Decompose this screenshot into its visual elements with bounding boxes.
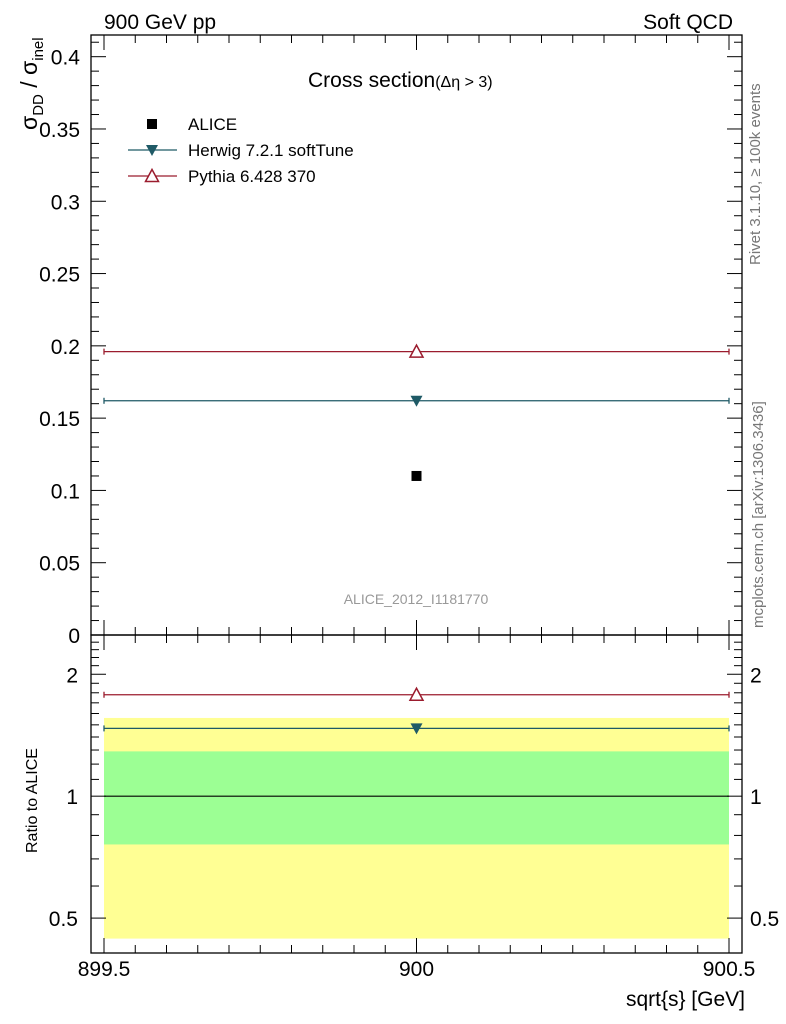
ylabel-sub-1: DD [30, 94, 47, 116]
ratio-y-tick-label-right: 1 [750, 786, 762, 809]
mcplots-label: mcplots.cern.ch [arXiv:1306.3436] [750, 401, 767, 628]
legend-marker [147, 119, 157, 129]
legend-marker [144, 167, 160, 183]
ylabel-slash: / [16, 75, 42, 94]
legend-label: ALICE [188, 115, 237, 134]
header-left: 900 GeV pp [104, 11, 216, 34]
legend: ALICE Herwig 7.2.1 softTune Pythia 6.428 3… [128, 115, 354, 186]
ratio-point [408, 686, 425, 701]
analysis-watermark: ALICE_2012_I1181770 [344, 591, 489, 607]
ratio-y-tick-label-right: 2 [750, 664, 762, 687]
ratio-y-tick-label-right: 0.5 [750, 908, 779, 931]
data-point [408, 343, 425, 358]
main-y-tick-label: 0.4 [51, 47, 81, 70]
main-y-tick-label: 0.25 [39, 264, 80, 287]
main-y-ticks: 0.05 0.1 0.15 0.2 0.25 0.3 0.35 0.4 0 [39, 41, 742, 648]
ratio-y-tick-label: 1 [66, 786, 78, 809]
ratio-bands [104, 717, 729, 939]
ratio-point [410, 723, 423, 735]
main-y-tick-label: 0.2 [51, 336, 80, 359]
plot-title-main: Cross section [308, 69, 435, 92]
data-point [411, 470, 422, 481]
plot-title: Cross section(Δη > 3) [308, 69, 493, 92]
ratio-y-ticks: 0.5 0.5 1 1 2 2 [49, 641, 779, 931]
main-y-tick-label: 0.35 [39, 119, 80, 142]
x-tick-label: 899.5 [78, 958, 131, 981]
x-tick-label: 900 [399, 958, 434, 981]
x-ticks: 899.5 900 900.5 [78, 35, 756, 981]
ratio-band-inner [104, 751, 729, 845]
rivet-label: Rivet 3.1.10, ≥ 100k events [747, 83, 764, 265]
ratio-y-tick-label: 2 [66, 664, 78, 687]
x-axis-label: sqrt{s} [GeV] [626, 988, 745, 1011]
data-point [410, 395, 423, 407]
ylabel-sigma-1: σ [16, 116, 42, 130]
main-data-marks [103, 343, 730, 481]
main-y-tick-label-zero: 0 [68, 625, 80, 648]
ylabel-sigma-2: σ [16, 61, 42, 75]
header-right: Soft QCD [643, 11, 733, 34]
main-y-tick-label: 0.1 [51, 480, 80, 503]
legend-marker [146, 145, 158, 156]
legend-label: Herwig 7.2.1 softTune [188, 141, 354, 160]
main-y-tick-label: 0.15 [39, 408, 80, 431]
x-tick-label: 900.5 [703, 958, 756, 981]
ratio-data-marks [103, 686, 730, 735]
main-y-axis-label: σDD / σinel [16, 37, 47, 130]
ratio-y-tick-label: 0.5 [49, 908, 78, 931]
legend-label: Pythia 6.428 370 [188, 167, 316, 186]
ratio-y-axis-label: Ratio to ALICE [24, 748, 41, 853]
plot-title-sub: (Δη > 3) [435, 74, 492, 91]
ylabel-sub-2: inel [30, 37, 47, 60]
main-y-tick-label: 0.05 [39, 553, 80, 576]
main-y-tick-label: 0.3 [51, 191, 80, 214]
